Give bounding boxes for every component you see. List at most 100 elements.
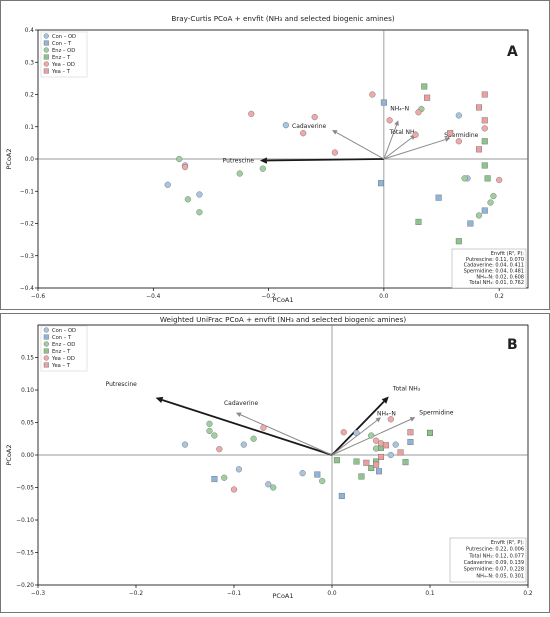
envfit-box: Envfit (R², P):Putrescine: 0.22, 0.006To…	[449, 537, 527, 583]
y-tick-label: −0.3	[20, 254, 34, 260]
data-point	[363, 459, 370, 466]
legend-label: Enz – OD	[52, 342, 75, 348]
x-tick-label: 0.2	[495, 294, 505, 300]
vector-arrow	[266, 158, 384, 162]
vector-label: Spermidine	[444, 132, 478, 139]
data-point	[387, 416, 394, 423]
data-point	[333, 457, 340, 464]
data-point	[314, 471, 321, 478]
data-point	[378, 180, 385, 187]
legend-marker	[43, 54, 49, 60]
legend-marker	[43, 327, 49, 333]
envfit-line: Cadaverine: 0.04, 0.411	[464, 263, 524, 269]
vector-label: Total NH₃	[389, 129, 418, 136]
chart-title: Bray-Curtis PCoA + envfit (NH₃ and selec…	[171, 14, 395, 23]
y-tick-label: −0.20	[16, 583, 34, 589]
vector-arrowhead	[444, 137, 451, 142]
vector-arrowhead	[375, 417, 381, 423]
data-point	[467, 220, 474, 227]
y-tick-label: 0.15	[21, 356, 34, 362]
data-point	[176, 155, 183, 163]
chart-title: Weighted UniFrac PCoA + envfit (NH₃ and …	[160, 315, 406, 324]
data-point	[490, 192, 497, 200]
data-point	[378, 453, 385, 460]
data-point	[299, 470, 306, 477]
data-point	[386, 117, 393, 124]
envfit-box: Envfit (R², P):Putrescine: 0.11, 0.070Ca…	[451, 248, 527, 289]
legend-label: Enz – OD	[52, 48, 75, 54]
vector-arrowhead	[155, 396, 164, 404]
envfit-line: NH₄–N: 0.05, 0.301	[476, 573, 524, 579]
x-tick-label: −0.2	[129, 591, 143, 597]
data-point	[421, 83, 428, 90]
vector-arrow	[336, 131, 385, 160]
vector-label: Cadaverine	[292, 123, 327, 130]
data-point	[481, 125, 488, 132]
data-point	[424, 94, 431, 101]
data-point	[236, 170, 243, 177]
data-point	[230, 486, 238, 493]
data-point	[380, 99, 387, 106]
data-point	[196, 191, 203, 198]
y-tick-label: 0.10	[21, 388, 34, 394]
data-point	[181, 441, 189, 448]
vector-label: NH₄–N	[390, 105, 409, 112]
data-point	[481, 162, 488, 169]
y-tick-label: −0.05	[16, 486, 34, 492]
vector-arrow	[331, 419, 378, 456]
data-point	[259, 165, 266, 172]
data-point	[319, 477, 326, 485]
vector-arrowhead	[381, 396, 389, 404]
data-point	[358, 473, 365, 480]
data-point	[265, 481, 272, 488]
envfit-box-frame	[449, 537, 527, 583]
x-tick-label: 0.2	[523, 591, 533, 597]
legend-label: Con – T	[52, 335, 72, 341]
envfit-box-frame	[451, 248, 527, 289]
envfit-line: Putrescine: 0.22, 0.006	[466, 547, 524, 553]
envfit-line: Envfit (R², P):	[491, 251, 525, 257]
envfit-line: Envfit (R², P):	[491, 540, 525, 546]
legend-marker	[43, 348, 49, 354]
data-point	[235, 466, 243, 473]
x-tick-label: −0.3	[31, 591, 45, 597]
y-tick-label: 0.05	[21, 421, 34, 427]
legend-label: Enz – T	[52, 55, 71, 61]
data-point	[481, 138, 488, 145]
legend-label: Yea – T	[51, 363, 71, 369]
data-point	[368, 432, 375, 439]
data-point	[461, 175, 468, 182]
data-point	[206, 427, 213, 435]
x-tick-label: 0.0	[379, 294, 389, 300]
vector-label: NH₄–N	[377, 410, 396, 417]
legend-marker	[43, 341, 49, 347]
y-tick-label: 0.3	[25, 60, 35, 66]
vector-arrow	[383, 139, 446, 160]
data-point	[338, 492, 345, 499]
legend-label: Yea – OD	[51, 62, 75, 68]
legend-marker	[43, 68, 49, 74]
y-tick-label: −0.2	[20, 222, 34, 228]
data-point	[407, 429, 414, 436]
x-axis-label: PCoA1	[272, 296, 293, 304]
envfit-line: Cadaverine: 0.09, 0.139	[464, 560, 524, 566]
data-point	[397, 449, 404, 456]
data-point	[353, 458, 360, 465]
data-point	[427, 429, 434, 436]
data-point	[211, 476, 218, 483]
vector-arrowhead	[259, 157, 267, 164]
legend-marker	[43, 355, 49, 361]
data-point	[206, 420, 213, 427]
data-point	[164, 181, 171, 188]
data-point	[181, 163, 189, 171]
chart-panel-a: Bray-Curtis PCoA + envfit (NH₃ and selec…	[0, 0, 550, 310]
data-point	[250, 435, 257, 442]
vector-arrowhead	[409, 417, 416, 422]
vector-label: Cadaverine	[224, 400, 259, 407]
y-tick-label: 0.4	[25, 28, 35, 34]
data-point	[376, 468, 383, 475]
data-point	[435, 194, 442, 201]
data-point	[248, 110, 255, 117]
data-point	[455, 238, 462, 245]
